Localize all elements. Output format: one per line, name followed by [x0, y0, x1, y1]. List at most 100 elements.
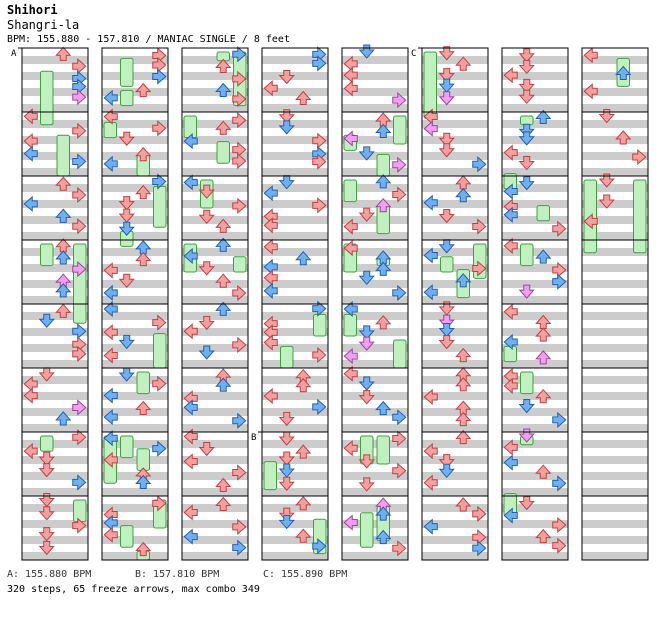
blue-arrow — [263, 282, 278, 299]
stripe — [182, 152, 248, 160]
red-arrow — [503, 198, 518, 215]
blue-arrow — [535, 249, 552, 264]
blue-arrow — [55, 250, 72, 265]
red-arrow — [263, 208, 278, 225]
stripe — [582, 520, 648, 528]
measure-stripes — [22, 56, 648, 560]
blue-arrow — [455, 273, 472, 288]
stripe — [22, 536, 88, 544]
stripe — [342, 504, 408, 512]
stripe — [22, 184, 88, 192]
blue-arrow — [423, 284, 438, 301]
stripe — [262, 504, 328, 512]
stripe — [342, 376, 408, 384]
blue-arrow — [392, 409, 407, 426]
blue-arrow — [358, 376, 375, 391]
red-arrow — [215, 58, 232, 73]
red-arrow — [135, 82, 152, 98]
red-arrow — [232, 112, 247, 129]
red-arrow — [438, 208, 455, 224]
freeze-body — [233, 256, 247, 273]
stripe — [262, 264, 328, 272]
stripe — [262, 328, 328, 336]
red-arrow — [263, 217, 278, 234]
red-arrow — [455, 411, 472, 427]
red-arrow — [535, 528, 552, 544]
stripe — [422, 232, 488, 240]
stripe — [22, 552, 88, 560]
red-arrow — [103, 347, 118, 364]
stripe — [262, 88, 328, 96]
red-arrow — [343, 67, 358, 84]
red-arrow — [38, 367, 55, 382]
red-arrow — [183, 390, 198, 407]
stripe — [22, 472, 88, 480]
freeze-body — [520, 243, 534, 267]
red-arrow — [215, 120, 232, 135]
stripe — [422, 504, 488, 512]
red-arrow — [295, 378, 312, 393]
song-title: Shangri-la — [7, 18, 80, 32]
stripe — [262, 552, 328, 560]
freeze-body — [136, 448, 150, 471]
stripe — [182, 424, 248, 432]
stripe — [262, 184, 328, 192]
stripe — [182, 296, 248, 304]
freeze-body — [376, 153, 390, 177]
red-arrow — [295, 368, 312, 384]
red-arrow — [438, 46, 455, 61]
freeze-body — [103, 121, 117, 139]
stripe — [102, 216, 168, 224]
red-arrow — [198, 315, 215, 331]
red-arrow — [552, 220, 567, 237]
freeze-body — [393, 339, 407, 369]
blue-arrow — [232, 46, 247, 63]
blue-arrow — [118, 221, 135, 236]
stripe — [22, 408, 88, 416]
pink-arrow — [72, 88, 87, 106]
blue-arrow — [103, 89, 118, 107]
stripe — [22, 504, 88, 512]
red-arrow — [358, 390, 375, 405]
stripe — [582, 456, 648, 464]
blue-arrow — [152, 440, 167, 457]
stripe — [102, 312, 168, 320]
stripe — [22, 440, 88, 448]
red-arrow — [23, 443, 38, 460]
stripe — [102, 456, 168, 464]
stripe — [502, 376, 568, 384]
stripe — [502, 152, 568, 160]
blue-arrow — [472, 156, 487, 173]
stripe — [582, 504, 648, 512]
freeze-body — [313, 313, 327, 337]
red-arrow — [38, 527, 55, 542]
blue-arrow — [312, 398, 327, 415]
stripe — [342, 104, 408, 112]
stripe — [582, 392, 648, 400]
red-arrow — [552, 516, 567, 534]
blue-arrow — [472, 539, 487, 557]
stripe — [102, 88, 168, 96]
pink-arrow — [72, 399, 87, 416]
blue-arrow — [503, 454, 518, 471]
stripe — [262, 168, 328, 176]
stripe — [102, 520, 168, 528]
stripe — [582, 152, 648, 160]
stripe — [582, 328, 648, 336]
stripe — [502, 184, 568, 192]
red-arrow — [423, 108, 438, 125]
red-arrow — [392, 430, 407, 447]
pink-arrow — [343, 130, 358, 147]
blue-arrow — [183, 247, 198, 265]
blue-arrow — [183, 399, 198, 416]
stripe — [422, 280, 488, 288]
stripe — [182, 232, 248, 240]
step-arrows — [23, 44, 647, 557]
red-arrow — [278, 431, 295, 446]
stripe — [262, 424, 328, 432]
stripe — [182, 536, 248, 544]
red-arrow — [295, 496, 312, 511]
freeze-body — [440, 256, 454, 273]
red-arrow — [263, 238, 278, 255]
stripe — [262, 456, 328, 464]
